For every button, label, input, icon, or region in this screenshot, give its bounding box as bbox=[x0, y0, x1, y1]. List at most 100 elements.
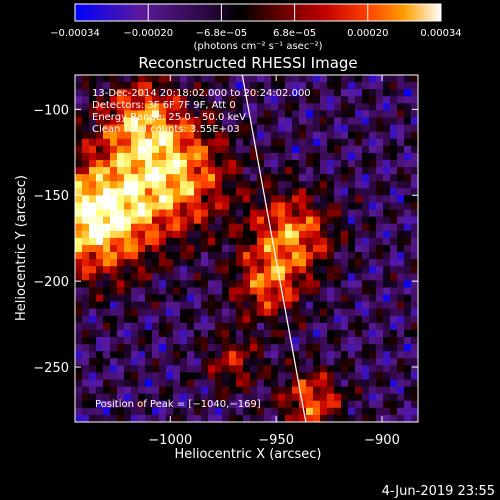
heatmap-cell bbox=[201, 195, 209, 203]
heatmap-cell bbox=[208, 181, 216, 189]
heatmap-cell bbox=[292, 358, 300, 366]
heatmap-cell bbox=[376, 195, 384, 203]
heatmap-cell bbox=[110, 188, 118, 196]
heatmap-cell bbox=[166, 414, 174, 422]
heatmap-cell bbox=[257, 167, 265, 175]
heatmap-cell bbox=[278, 181, 286, 189]
heatmap-cell bbox=[145, 174, 153, 182]
heatmap-cell bbox=[383, 216, 391, 225]
heatmap-cell bbox=[138, 89, 146, 97]
heatmap-cell bbox=[411, 351, 418, 359]
heatmap-cell bbox=[404, 386, 412, 395]
heatmap-cell bbox=[299, 167, 307, 175]
heatmap-cell bbox=[96, 124, 104, 133]
heatmap-cell bbox=[355, 195, 363, 203]
heatmap-cell bbox=[243, 188, 251, 196]
heatmap-cell bbox=[376, 75, 384, 83]
heatmap-cell bbox=[208, 259, 216, 267]
heatmap-cell bbox=[327, 152, 335, 161]
heatmap-cell bbox=[117, 337, 125, 345]
heatmap-cell bbox=[362, 96, 370, 104]
heatmap-cell bbox=[96, 351, 104, 359]
heatmap-cell bbox=[103, 181, 111, 189]
heatmap-cell bbox=[313, 131, 321, 140]
heatmap-cell bbox=[145, 117, 153, 125]
heatmap-cell bbox=[159, 294, 167, 303]
heatmap-cell bbox=[355, 138, 363, 147]
heatmap-cell bbox=[348, 209, 356, 218]
heatmap-cell bbox=[215, 287, 223, 295]
heatmap-cell bbox=[236, 365, 244, 373]
heatmap-cell bbox=[327, 103, 335, 111]
heatmap-cell bbox=[257, 89, 265, 97]
heatmap-cell bbox=[124, 223, 132, 232]
heatmap-cell bbox=[117, 202, 125, 210]
heatmap-cell bbox=[222, 393, 230, 402]
heatmap-cell bbox=[82, 301, 90, 310]
heatmap-cell bbox=[180, 266, 188, 274]
heatmap-cell bbox=[229, 188, 237, 196]
heatmap-cell bbox=[145, 301, 153, 310]
heatmap-cell bbox=[229, 223, 237, 232]
heatmap-cell bbox=[355, 237, 363, 246]
heatmap-cell bbox=[411, 145, 418, 154]
heatmap-cell bbox=[257, 202, 265, 210]
heatmap-cell bbox=[355, 202, 363, 210]
heatmap-cell bbox=[131, 386, 139, 395]
heatmap-cell bbox=[327, 315, 335, 324]
heatmap-cell bbox=[124, 393, 132, 402]
heatmap-cell bbox=[278, 372, 286, 380]
heatmap-cell bbox=[397, 181, 405, 189]
heatmap-cell bbox=[131, 280, 139, 288]
heatmap-cell bbox=[152, 75, 160, 83]
heatmap-cell bbox=[89, 287, 97, 295]
heatmap-cell bbox=[131, 322, 139, 331]
heatmap-cell bbox=[271, 414, 279, 422]
heatmap-cell bbox=[285, 174, 293, 182]
heatmap-cell bbox=[306, 294, 314, 303]
heatmap-cell bbox=[187, 358, 195, 366]
heatmap-cell bbox=[397, 202, 405, 210]
heatmap-cell bbox=[75, 308, 83, 317]
heatmap-cell bbox=[369, 96, 377, 104]
heatmap-cell bbox=[243, 209, 251, 218]
heatmap-cell bbox=[124, 287, 132, 295]
heatmap-cell bbox=[411, 174, 418, 182]
heatmap-cell bbox=[117, 280, 125, 288]
heatmap-cell bbox=[369, 209, 377, 218]
heatmap-cell bbox=[369, 294, 377, 303]
heatmap-cell bbox=[411, 209, 418, 218]
heatmap-cell bbox=[180, 181, 188, 189]
heatmap-cell bbox=[306, 82, 314, 90]
heatmap-cell bbox=[201, 344, 209, 352]
heatmap-cell bbox=[355, 216, 363, 225]
heatmap-cell bbox=[110, 351, 118, 359]
heatmap-cell bbox=[334, 266, 342, 274]
heatmap-cell bbox=[110, 280, 118, 288]
heatmap-cell bbox=[194, 365, 202, 373]
heatmap-cell bbox=[236, 414, 244, 422]
heatmap-cell bbox=[411, 244, 418, 253]
heatmap-cell bbox=[131, 259, 139, 267]
heatmap-cell bbox=[271, 96, 279, 104]
heatmap-cell bbox=[327, 287, 335, 295]
heatmap-cell bbox=[117, 301, 125, 310]
heatmap-cell bbox=[250, 386, 258, 395]
heatmap-cell bbox=[320, 252, 328, 260]
heatmap-cell bbox=[376, 386, 384, 395]
heatmap-cell bbox=[138, 400, 146, 409]
heatmap-cell bbox=[145, 195, 153, 203]
heatmap-cell bbox=[313, 287, 321, 295]
heatmap-cell bbox=[306, 188, 314, 196]
heatmap-cell bbox=[82, 202, 90, 210]
heatmap-cell bbox=[208, 344, 216, 352]
heatmap-cell bbox=[166, 407, 174, 416]
heatmap-cell bbox=[75, 209, 83, 218]
heatmap-cell bbox=[257, 315, 265, 324]
heatmap-cell bbox=[145, 351, 153, 359]
heatmap-cell bbox=[194, 287, 202, 295]
heatmap-cell bbox=[397, 414, 405, 422]
heatmap-cell bbox=[334, 124, 342, 133]
heatmap-cell bbox=[320, 117, 328, 125]
heatmap-cell bbox=[124, 372, 132, 380]
